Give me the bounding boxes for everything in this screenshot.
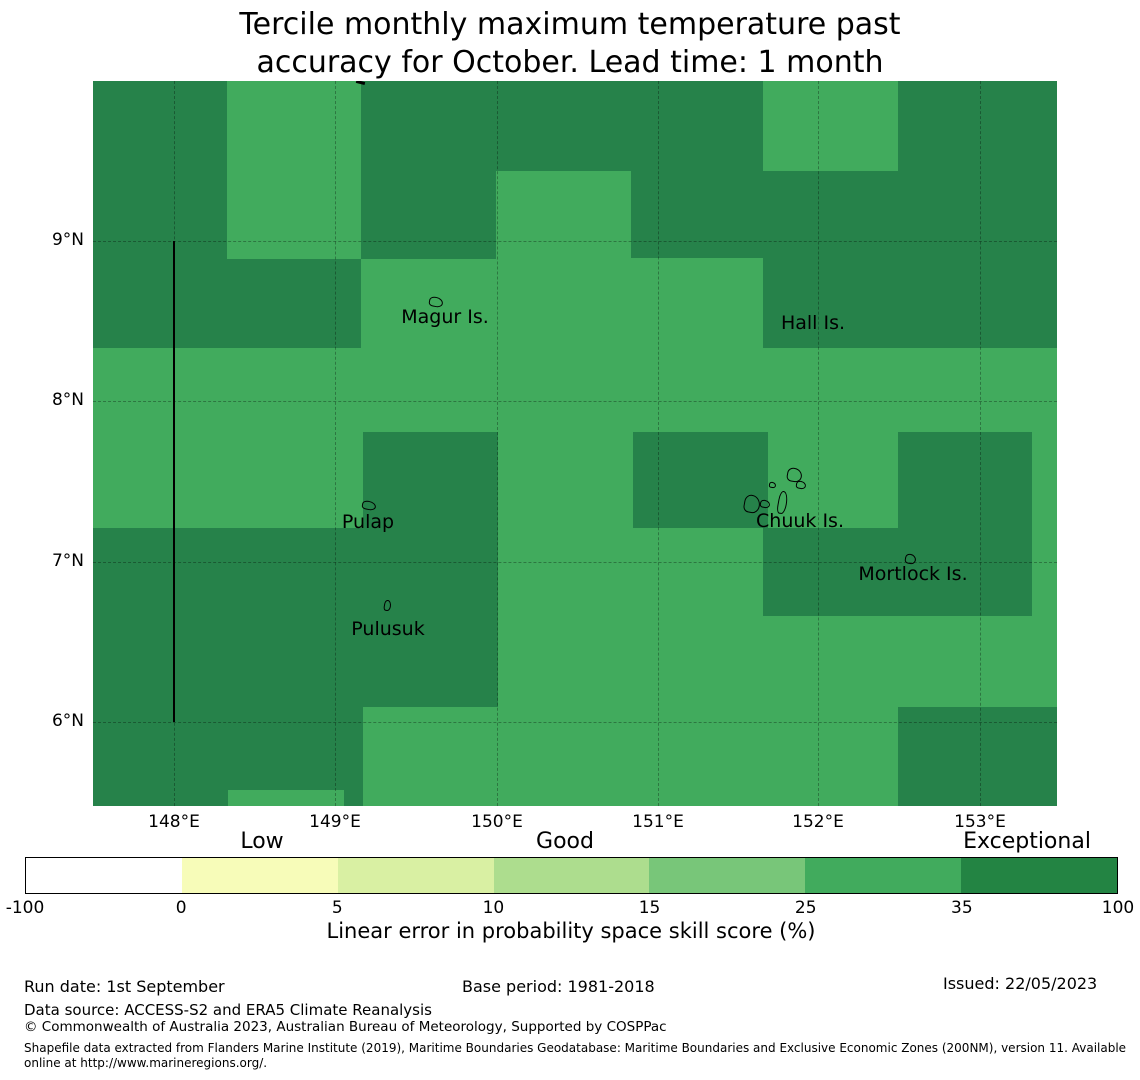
map-cell-high [763,171,898,348]
colorbar-tick-label: 25 [794,898,817,918]
data-source-text: Data source: ACCESS-S2 and ERA5 Climate … [24,1001,432,1019]
x-tick-label: 151°E [632,812,684,832]
gridline-parallel [93,722,1057,723]
y-tick-label: 8°N [51,390,84,410]
colorbar-tick-label: 5 [331,898,343,918]
colorbar-tick-label: 10 [482,898,505,918]
island-label: Chuuk Is. [756,510,844,532]
y-tick-label: 6°N [51,711,84,731]
map-plot-area: Magur Is. Hall Is. Pulap Chuuk Is. Mortlock … [93,81,1057,806]
map-cell-high [93,528,363,806]
island-outline-icon [795,480,807,490]
colorbar-tick-label: 100 [1101,898,1135,918]
chart-title-line2: accuracy for October. Lead time: 1 month [256,45,884,80]
island-outline-icon [768,481,777,489]
eez-boundary-line [173,241,175,722]
colorbar-segment [26,858,182,893]
colorbar [25,857,1118,894]
map-cell-high [361,81,496,259]
gridline-meridian [818,81,819,806]
map-cell-high [898,432,1032,528]
colorbar-segment [961,858,1118,893]
colorbar-tick-label: 0 [175,898,187,918]
colorbar-tick-label: -100 [5,898,45,918]
x-tick-label: 152°E [792,812,844,832]
map-cell-high [363,432,498,707]
colorbar-category-label: Low [240,829,284,854]
x-tick-label: 149°E [309,812,361,832]
gridline-meridian [335,81,336,806]
y-tick-label: 7°N [51,551,84,571]
island-label: Hall Is. [780,312,846,334]
colorbar-segment [649,858,806,893]
colorbar-tick-label: 15 [638,898,661,918]
chart-title: Tercile monthly maximum temperature past… [0,6,1140,82]
colorbar-tick-label: 35 [951,898,973,918]
island-label: Magur Is. [401,306,489,328]
gridline-parallel [93,401,1057,402]
colorbar-category-label: Exceptional [963,829,1091,854]
gridline-parallel [93,241,1057,242]
map-cell-high [898,707,1057,806]
copyright-text: © Commonwealth of Australia 2023, Austra… [24,1019,667,1035]
x-tick-label: 150°E [471,812,523,832]
run-date-text: Run date: 1st September [24,977,225,996]
colorbar-category-label: Good [536,829,594,854]
map-cell-high [227,259,361,348]
map-cell-moderate [228,790,344,806]
map-cell-high [631,81,763,258]
issued-date-text: Issued: 22/05/2023 [943,974,1098,993]
island-label: Mortlock Is. [858,563,968,585]
colorbar-segment [805,858,962,893]
gridline-meridian [497,81,498,806]
map-cell-high [898,81,1057,348]
x-tick-label: 148°E [148,812,200,832]
y-tick-label: 9°N [51,230,84,250]
shapefile-note-text: Shapefile data extracted from Flanders M… [24,1041,1127,1070]
colorbar-axis-label: Linear error in probability space skill … [326,919,816,943]
gridline-parallel [93,562,1057,563]
colorbar-segment [181,858,338,893]
map-cell-high [763,528,1032,616]
colorbar-segment [337,858,494,893]
island-label: Pulusuk [351,618,425,640]
chart-title-line1: Tercile monthly maximum temperature past [239,7,901,42]
map-cell-high [496,81,631,171]
x-tick-label: 153°E [954,812,1006,832]
island-outline-icon [759,499,771,509]
gridline-meridian [980,81,981,806]
map-cell-high [93,81,227,348]
base-period-text: Base period: 1981-2018 [462,977,655,996]
island-label: Pulap [341,511,395,533]
colorbar-segment [493,858,650,893]
gridline-meridian [658,81,659,806]
map-cell-high [633,432,768,528]
